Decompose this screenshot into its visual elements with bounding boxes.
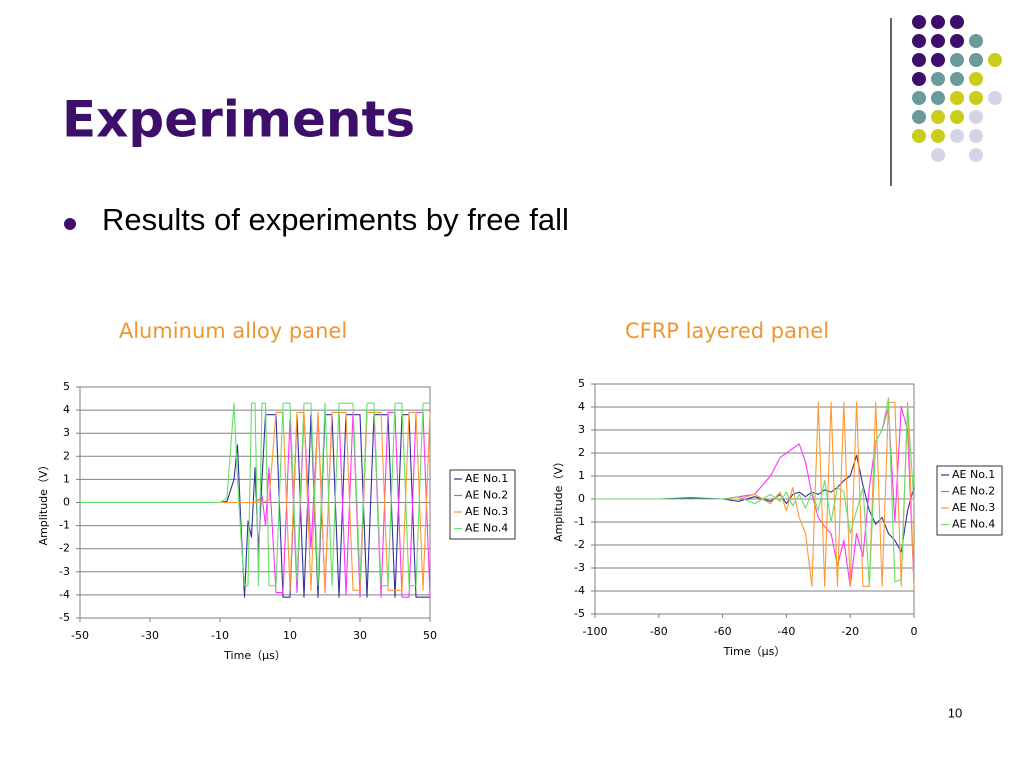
- slide-title: Experiments: [62, 91, 415, 149]
- bullet-dot: [64, 218, 76, 230]
- y-axis-label: Amplitude（V）: [552, 456, 565, 542]
- legend-box: [936, 465, 1003, 536]
- dot: [950, 91, 964, 105]
- x-axis-label: Time（μs）: [223, 649, 286, 662]
- x-tick-label: -30: [141, 629, 159, 642]
- dot: [969, 91, 983, 105]
- legend-label: AE No.4: [952, 518, 995, 531]
- decoration: [912, 15, 1002, 162]
- dot: [912, 34, 926, 48]
- y-tick-label: 3: [63, 426, 70, 439]
- legend-label: AE No.3: [465, 505, 508, 518]
- dot: [931, 53, 945, 67]
- y-tick-label: 1: [578, 469, 585, 482]
- y-tick-label: -4: [59, 588, 70, 601]
- chart: Aluminum alloy panel-5-4-3-2-1012345-50-…: [37, 319, 516, 662]
- y-tick-label: -2: [59, 542, 70, 555]
- y-tick-label: -1: [574, 515, 585, 528]
- y-tick-label: 0: [578, 492, 585, 505]
- dot: [969, 110, 983, 124]
- x-axis-label: Time（μs）: [723, 645, 786, 658]
- data-line: [595, 397, 915, 587]
- y-tick-label: -3: [59, 565, 70, 578]
- dot: [969, 72, 983, 86]
- chart: CFRP layered panel -5 -4 -3 -2 -1 0 1 2 3 4 5 -100 -8…: [552, 319, 1003, 658]
- x-tick-label: -60: [714, 625, 732, 638]
- dot: [931, 15, 945, 29]
- bullet-text: Results of experiments by free fall: [102, 202, 569, 237]
- dot: [912, 53, 926, 67]
- dot: [931, 72, 945, 86]
- dot: [950, 15, 964, 29]
- x-tick-label: -100: [583, 625, 608, 638]
- chart-title: CFRP layered panel: [625, 319, 829, 343]
- page-number: 10: [948, 705, 962, 720]
- x-tick-label: -40: [777, 625, 795, 638]
- dot: [950, 129, 964, 143]
- x-tick-label: 30: [353, 629, 367, 642]
- y-tick-label: -4: [574, 584, 585, 597]
- legend-label: AE No.3: [952, 501, 995, 514]
- y-tick-label: 5: [63, 380, 70, 393]
- dot: [969, 129, 983, 143]
- legend-label: AE No.2: [952, 485, 995, 498]
- y-tick-label: -2: [574, 538, 585, 551]
- dot: [969, 34, 983, 48]
- dot: [912, 91, 926, 105]
- x-tick-label: 50: [423, 629, 437, 642]
- dot: [931, 148, 945, 162]
- dot: [912, 110, 926, 124]
- dot: [969, 53, 983, 67]
- y-tick-label: 5: [578, 377, 585, 390]
- y-tick-label: 1: [63, 472, 70, 485]
- y-tick-label: -5: [59, 611, 70, 624]
- dot: [912, 72, 926, 86]
- y-tick-label: 4: [63, 403, 70, 416]
- dot: [950, 72, 964, 86]
- y-tick-label: 2: [578, 446, 585, 459]
- dot: [931, 34, 945, 48]
- legend-label: AE No.4: [465, 522, 508, 535]
- x-tick-label: -20: [841, 625, 859, 638]
- dot: [931, 110, 945, 124]
- y-tick-label: -1: [59, 519, 70, 532]
- x-tick-label: -50: [71, 629, 89, 642]
- y-tick-label: 2: [63, 449, 70, 462]
- y-tick-label: 4: [578, 400, 585, 413]
- y-tick-label: -3: [574, 561, 585, 574]
- legend-label: AE No.1: [465, 472, 508, 485]
- dot: [912, 15, 926, 29]
- dot: [950, 34, 964, 48]
- x-tick-label: 10: [283, 629, 297, 642]
- legend-box: [449, 469, 516, 540]
- dot: [931, 91, 945, 105]
- data-line: [80, 402, 430, 587]
- x-tick-label: -10: [211, 629, 229, 642]
- dot: [950, 53, 964, 67]
- y-axis-label: Amplitude（V）: [37, 460, 50, 546]
- legend-label: AE No.2: [465, 489, 508, 502]
- dot: [988, 53, 1002, 67]
- dot: [988, 91, 1002, 105]
- x-tick-label: -80: [650, 625, 668, 638]
- chart-title: Aluminum alloy panel: [119, 319, 347, 343]
- y-tick-label: 3: [578, 423, 585, 436]
- dot: [912, 129, 926, 143]
- y-tick-label: 0: [63, 496, 70, 509]
- dot: [969, 148, 983, 162]
- dot: [950, 110, 964, 124]
- legend-label: AE No.1: [952, 468, 995, 481]
- y-tick-label: -5: [574, 607, 585, 620]
- x-tick-label: 0: [911, 625, 918, 638]
- dot: [931, 129, 945, 143]
